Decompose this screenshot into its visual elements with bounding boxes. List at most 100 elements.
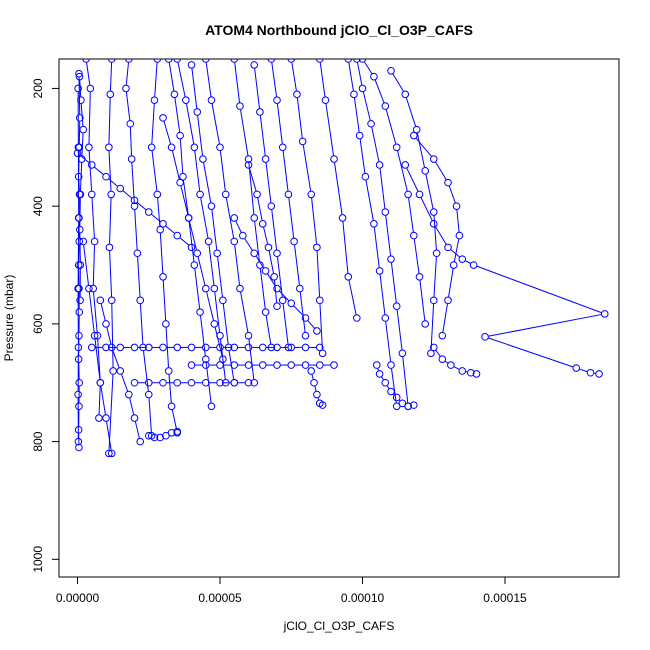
- series-segment: [240, 109, 249, 156]
- data-point: [301, 314, 310, 322]
- series-27: [307, 367, 327, 409]
- data-point: [458, 255, 467, 263]
- series-segment: [265, 162, 272, 203]
- series-segment: [420, 197, 433, 221]
- series-segment: [276, 103, 283, 144]
- series-segment: [165, 225, 175, 234]
- series-segment: [222, 303, 229, 344]
- series-segment: [94, 339, 101, 380]
- data-point: [173, 343, 182, 352]
- data-point: [109, 367, 117, 375]
- series-segment: [353, 97, 360, 133]
- data-point: [595, 370, 603, 378]
- data-point: [421, 167, 430, 175]
- data-point: [264, 243, 273, 252]
- data-point: [74, 84, 82, 93]
- series-segment: [385, 215, 392, 256]
- series-17: [353, 59, 412, 411]
- data-point: [250, 249, 259, 258]
- data-point: [313, 390, 321, 399]
- series-segment: [197, 256, 206, 286]
- x-axis-label: jClO_Cl_O3P_CAFS: [283, 619, 395, 633]
- series-segment: [174, 97, 181, 133]
- data-point: [261, 155, 270, 163]
- data-point: [90, 331, 99, 340]
- data-point: [216, 361, 224, 369]
- data-point: [210, 320, 219, 328]
- series-segment: [235, 220, 242, 233]
- data-point: [162, 320, 170, 328]
- data-point: [307, 367, 316, 375]
- series-segment: [194, 268, 201, 309]
- data-point: [350, 90, 358, 99]
- data-point: [412, 125, 421, 134]
- series-segment: [435, 350, 441, 357]
- series-segment: [402, 356, 409, 403]
- series-segment: [143, 350, 149, 392]
- series-22: [429, 343, 481, 378]
- series-segment: [191, 68, 198, 109]
- series-segment: [268, 250, 274, 274]
- series-segment: [168, 62, 175, 91]
- data-point: [421, 320, 430, 328]
- data-point: [381, 314, 390, 322]
- data-point: [187, 361, 196, 369]
- series-segment: [189, 221, 197, 250]
- data-point: [290, 237, 298, 246]
- data-point: [429, 343, 438, 352]
- series-10: [201, 59, 259, 387]
- data-point: [153, 190, 162, 199]
- data-point: [156, 225, 164, 234]
- data-point: [86, 84, 95, 93]
- data-point: [159, 220, 167, 228]
- data-point: [102, 320, 110, 328]
- data-point: [318, 349, 327, 358]
- data-point: [330, 155, 338, 163]
- series-segment: [317, 397, 320, 401]
- data-point: [287, 361, 296, 369]
- series-6: [147, 59, 182, 437]
- data-point: [230, 378, 239, 387]
- data-point: [236, 284, 244, 293]
- series-3: [82, 59, 105, 422]
- data-point: [107, 296, 116, 305]
- data-point: [130, 343, 139, 352]
- data-point: [73, 149, 82, 157]
- series-segment: [364, 61, 373, 74]
- data-point: [107, 190, 115, 199]
- data-point: [301, 343, 310, 352]
- series-segment: [80, 103, 84, 127]
- series-segment: [319, 62, 326, 97]
- data-point: [467, 368, 475, 377]
- y-tick-label: 400: [31, 196, 45, 216]
- data-point: [87, 343, 96, 352]
- series-8: [173, 59, 230, 387]
- series-16: [344, 59, 401, 411]
- series-segment: [244, 238, 253, 251]
- series-segment: [151, 150, 158, 191]
- series-segment: [396, 309, 403, 350]
- series-segment: [205, 62, 212, 97]
- data-point: [105, 243, 114, 252]
- series-segment: [214, 327, 223, 356]
- series-segment: [91, 197, 95, 238]
- data-point: [167, 402, 176, 411]
- series-15: [315, 59, 361, 322]
- data-point: [201, 378, 210, 387]
- data-point: [173, 378, 182, 387]
- data-point: [74, 284, 82, 293]
- series-segment: [100, 386, 106, 415]
- data-point: [438, 355, 447, 364]
- data-point: [375, 370, 384, 378]
- data-point: [427, 349, 435, 358]
- data-point: [273, 302, 281, 311]
- series-segment: [94, 166, 104, 175]
- data-point: [375, 267, 384, 275]
- data-point: [230, 214, 239, 222]
- series-segment: [122, 190, 133, 199]
- data-point: [201, 355, 210, 364]
- data-point: [170, 90, 179, 99]
- series-segment: [137, 256, 141, 297]
- series-segment: [448, 268, 454, 297]
- series-13: [267, 59, 310, 340]
